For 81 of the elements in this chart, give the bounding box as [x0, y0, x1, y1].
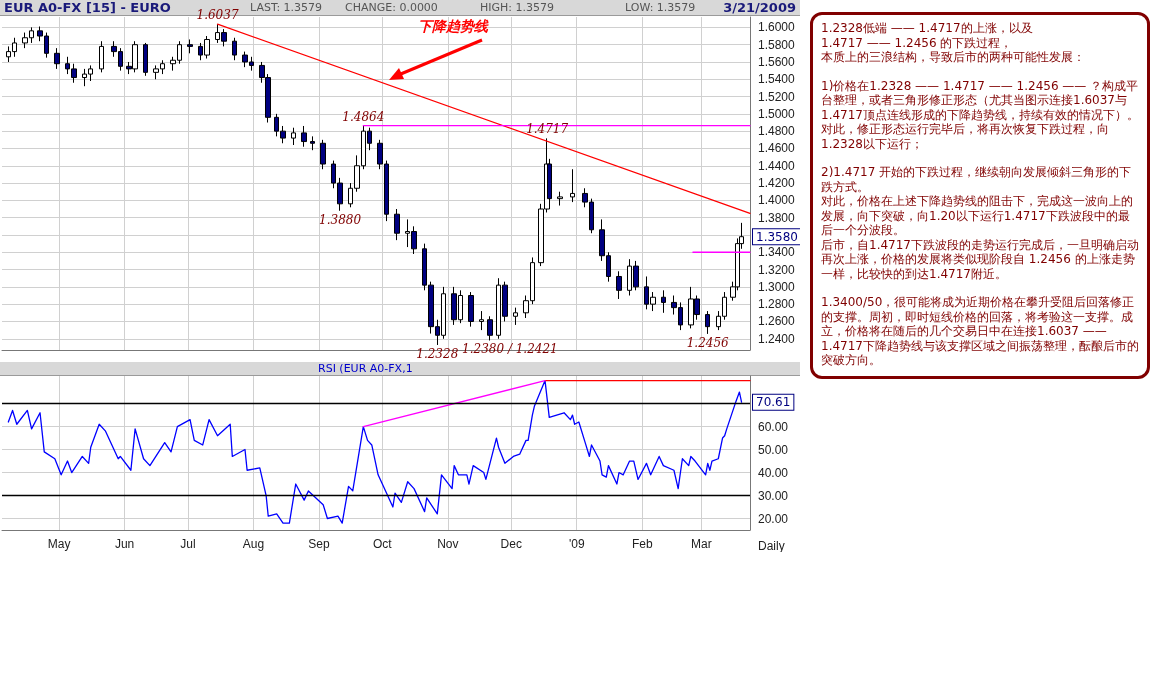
text: HIGH: 1.3579 [480, 1, 555, 14]
text: LOW: 1.3579 [625, 1, 696, 14]
y-tick-label: 20.00 [758, 511, 789, 526]
candlestick [291, 127, 296, 146]
annotation: 1.2328 [416, 346, 459, 361]
text: 1.4717 —— 1.2456 的下跌过程， [821, 35, 1014, 50]
x-tick-label: Sep [308, 537, 330, 551]
annotation: 70.61 [756, 395, 791, 410]
candlestick [301, 125, 307, 148]
annotation: 1.3880 [319, 212, 362, 227]
line-series [7, 379, 743, 524]
candlestick [513, 307, 518, 326]
text: 本质上的三浪结构，导致后市的两种可能性发展： [821, 50, 1086, 65]
text: 2)1.4717 开始的下跌过程，继续朝向发展倾斜三角形的下跌方式。 [821, 165, 1133, 194]
annotation: 1.4717 [526, 122, 569, 137]
y-tick-label: 1.5000 [758, 106, 796, 121]
x-tick-label: Oct [373, 537, 393, 551]
candlestick [570, 168, 575, 203]
chart-title: RSI (EUR A0-FX,1 [318, 362, 413, 375]
candlestick [320, 139, 326, 170]
candlestick [143, 42, 148, 77]
text: LAST: 1.3579 [250, 1, 323, 14]
y-tick-label: 1.3800 [758, 210, 796, 225]
text: 1)价格在1.2328 —— 1.4717 —— 1.2456 —— ？构成平台整理，或者三角形修正形态（尤其当图示连接1.6037与1.4717顶点连线形成的下降趋势线，持续有效的情况下）。 [821, 78, 1139, 122]
candlestick [232, 37, 237, 61]
annotation: 下降趋势线 [418, 18, 488, 36]
y-tick-label: 1.2800 [758, 297, 796, 312]
y-tick-label: 1.4800 [758, 124, 796, 139]
y-tick-label: 1.4000 [758, 193, 796, 208]
candlestick [616, 270, 622, 300]
candlestick [187, 38, 193, 54]
x-tick-label: Mar [691, 537, 712, 551]
text: 1.3400/50，很可能将成为近期价格在攀升受阻后回落修正的支撑。周初，即时短线价格的回落，将考验这一支撑。成立，价格将在随后的几个交易日中在连接1.6037 —— 1.4717下降趋势线与该支撑区域之间振荡整理，酝酿后市的突破方向。 [821, 295, 1139, 368]
y-tick-label: 1.4200 [758, 176, 796, 191]
x-axis-title: Daily [758, 539, 785, 553]
candlestick [394, 208, 400, 241]
x-tick-label: Feb [631, 537, 653, 551]
y-tick-label: 1.3000 [758, 279, 796, 294]
candlestick [705, 310, 710, 335]
text: 1.2328低端 —— 1.4717的上涨，以及 [821, 21, 1034, 36]
x-tick-label: '09 [568, 537, 585, 551]
y-tick-label: 60.00 [758, 419, 789, 434]
x-tick-label: Dec [500, 537, 522, 551]
candlestick [310, 135, 315, 151]
y-tick-label: 1.2400 [758, 331, 796, 346]
candlestick [487, 315, 493, 341]
annotation: 1.4864 [342, 109, 385, 124]
x-tick-label: Nov [437, 537, 459, 551]
x-tick-label: May [47, 537, 71, 551]
y-tick-label: 50.00 [758, 442, 789, 457]
y-tick-label: 30.00 [758, 488, 789, 503]
y-tick-label: 1.6000 [758, 20, 796, 35]
text: 对此，价格在上述下降趋势线的阻击下，完成这一波向上的发展，向下突破，向1.20以下运行1.4717下跌波段中的最后一个分波段。 [821, 194, 1134, 238]
y-tick-label: 1.3400 [758, 245, 796, 260]
x-tick-label: Jul [180, 537, 196, 551]
candlestick [557, 191, 563, 207]
text: 后市，自1.4717下跌波段的走势运行完成后，一旦明确启动再次上涨，价格的发展将类似现阶段自 1.2456 的上涨走势一样，比较快的到达1.4717附近。 [821, 237, 1139, 281]
text: CHANGE: 0.0000 [345, 1, 438, 14]
y-tick-label: 1.2600 [758, 314, 796, 329]
y-tick-label: 1.5600 [758, 54, 796, 69]
y-tick-label: 1.3200 [758, 262, 796, 277]
x-tick-label: Aug [242, 537, 265, 551]
annotation: 1.2456 [686, 335, 730, 350]
y-tick-label: 40.00 [758, 465, 789, 480]
y-tick-label: 1.5800 [758, 37, 796, 52]
chart-title: EUR A0-FX [15] - EURO [4, 0, 171, 15]
y-tick-label: 1.5200 [758, 89, 796, 104]
annotation: 1.6037 [196, 8, 239, 23]
text: 3/21/2009 [723, 0, 796, 15]
annotation: 1.2380 / 1.2421 [462, 342, 558, 357]
y-tick-label: 1.4600 [758, 141, 796, 156]
candlestick [54, 47, 60, 70]
candlestick [468, 291, 474, 328]
annotation: 1.3580 [756, 229, 798, 244]
y-tick-label: 1.4400 [758, 158, 796, 173]
x-tick-label: Jun [114, 537, 135, 551]
candlestick [99, 40, 104, 73]
text: 对此，修正形态运行完毕后，将再次恢复下跌过程，向1.2328以下运行； [821, 122, 1110, 151]
y-tick-label: 1.5400 [758, 72, 796, 87]
candlestick [479, 310, 484, 331]
candlestick [661, 289, 666, 314]
